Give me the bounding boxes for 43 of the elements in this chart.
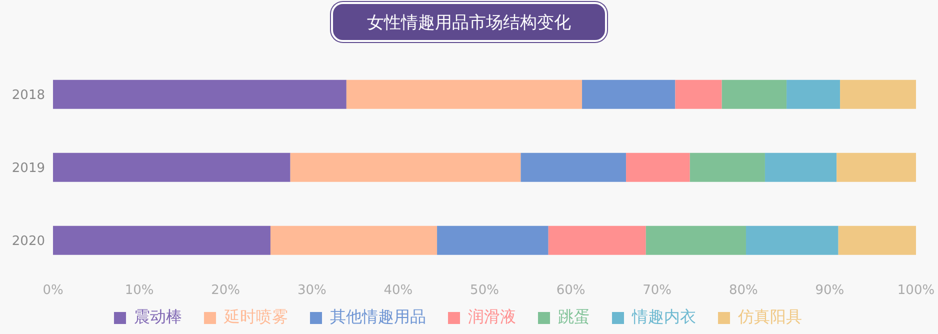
bar: [646, 226, 746, 255]
bar: [746, 226, 838, 255]
bar: [836, 152, 916, 182]
bar: [290, 152, 521, 182]
legend-label: 情趣内衣: [630, 307, 696, 328]
bar: [764, 152, 837, 182]
x-tick-label: 30%: [297, 283, 326, 298]
bar: [582, 80, 676, 109]
y-tick-label: 2020: [12, 234, 45, 250]
legend-label: 润滑液: [467, 307, 516, 328]
x-tick-label: 100%: [897, 283, 935, 298]
bar: [53, 152, 290, 182]
x-tick-label: 0%: [42, 283, 64, 298]
x-tick-label: 60%: [556, 283, 586, 298]
bar: [675, 80, 722, 109]
bar: [53, 80, 346, 109]
bar: [840, 80, 916, 109]
x-tick-label: 40%: [384, 283, 413, 298]
bar: [722, 80, 787, 109]
legend-label: 跳蛋: [557, 307, 590, 328]
bar: [690, 152, 765, 182]
legend-label: 其他情趣用品: [329, 307, 426, 328]
y-tick-label: 2019: [12, 161, 45, 176]
x-tick-label: 70%: [642, 283, 672, 298]
bar: [346, 80, 582, 109]
bar: [838, 226, 916, 255]
legend-label: 仿真阳具: [737, 307, 802, 328]
x-tick-label: 90%: [815, 283, 844, 298]
x-tick-label: 10%: [124, 283, 154, 298]
x-tick-label: 50%: [470, 283, 499, 298]
x-tick-label: 80%: [728, 283, 758, 298]
bar: [626, 152, 690, 182]
bar: [270, 226, 438, 255]
bar: [53, 226, 270, 255]
bar: [437, 226, 548, 255]
bar: [786, 80, 840, 109]
bar: [520, 152, 626, 182]
chart-title: 女性情趣用品市场结构变化: [331, 2, 607, 42]
legend-label: 延时喷雾: [223, 307, 288, 328]
x-tick-label: 20%: [211, 283, 240, 298]
legend-label: 震动棒: [133, 307, 182, 328]
bar: [548, 226, 646, 255]
y-tick-label: 2018: [12, 88, 45, 104]
